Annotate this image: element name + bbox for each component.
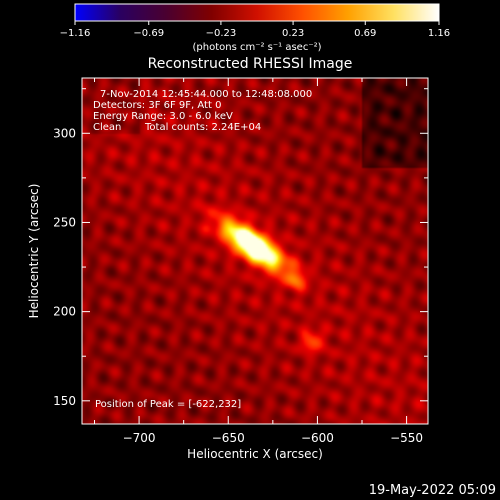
heatmap-image xyxy=(82,78,428,424)
annotations: 7-Nov-2014 12:45:44.000 to 12:48:08.000 … xyxy=(93,89,312,410)
plot-frame xyxy=(81,77,429,425)
x-tick-label: −650 xyxy=(212,431,245,445)
colorbar-tick-label: −0.69 xyxy=(133,28,164,39)
colorbar-tick-label: −1.16 xyxy=(60,28,91,39)
colorbar-tick-label: 0.23 xyxy=(282,28,304,39)
y-tick-label: 250 xyxy=(53,215,76,229)
plot-area xyxy=(81,77,429,425)
total-counts-annotation: Total counts: 2.24E+04 xyxy=(144,122,261,133)
peak-position-annotation: Position of Peak = [-622,232] xyxy=(95,399,241,410)
colorbar-tick-label: 1.16 xyxy=(428,28,450,39)
y-axis-label: Heliocentric Y (arcsec) xyxy=(27,184,41,319)
x-tick-label: −600 xyxy=(301,431,334,445)
chart-title: Reconstructed RHESSI Image xyxy=(148,56,353,72)
y-axis: 150 200 250 300 xyxy=(53,88,428,408)
detectors-annotation: Detectors: 3F 6F 9F, Att 0 xyxy=(93,100,221,111)
colorbar-tick-label: 0.69 xyxy=(354,28,376,39)
y-tick-label: 300 xyxy=(53,126,76,140)
x-axis-label: Heliocentric X (arcsec) xyxy=(187,447,323,461)
y-tick-label: 150 xyxy=(53,394,76,408)
timestamp: 19-May-2022 05:09 xyxy=(369,483,496,498)
energy-range-annotation: Energy Range: 3.0 - 6.0 keV xyxy=(93,111,233,122)
colorbar-ticks: −1.16 −0.69 −0.23 0.23 0.69 1.16 xyxy=(60,21,450,39)
colorbar-tick-label: −0.23 xyxy=(206,28,237,39)
colorbar: −1.16 −0.69 −0.23 0.23 0.69 1.16 (photons cm⁻… xyxy=(60,3,450,53)
clean-annotation: Clean xyxy=(93,122,121,133)
x-tick-label: −550 xyxy=(390,431,423,445)
colorbar-gradient xyxy=(74,3,440,22)
y-tick-label: 200 xyxy=(53,305,76,319)
x-tick-label: −700 xyxy=(123,431,156,445)
x-axis: −700 −650 −600 −550 xyxy=(93,78,423,445)
colorbar-unit-label: (photons cm⁻² s⁻¹ asec⁻²) xyxy=(192,42,321,53)
time-range-annotation: 7-Nov-2014 12:45:44.000 to 12:48:08.000 xyxy=(100,89,312,100)
